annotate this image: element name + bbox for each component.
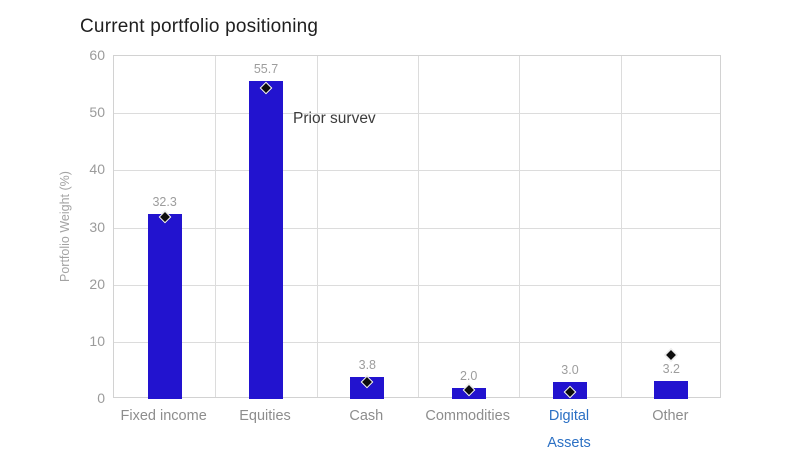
chart-title: Current portfolio positioning bbox=[80, 16, 319, 37]
prior-survey-marker bbox=[664, 348, 678, 362]
bar-value-label: 55.7 bbox=[253, 61, 279, 76]
x-category-label-commodities: Commodities bbox=[425, 408, 510, 424]
gridline-v bbox=[620, 56, 622, 397]
bar-fixed-income bbox=[147, 214, 182, 399]
bar-other bbox=[654, 380, 689, 399]
bar-value-label: 32.3 bbox=[152, 195, 177, 210]
bar-equities bbox=[249, 80, 283, 399]
x-category-label-cash: Cash bbox=[349, 408, 384, 424]
y-tick-label: 10 bbox=[89, 332, 105, 349]
y-tick-label: 30 bbox=[89, 218, 105, 235]
x-category-label-other: Other bbox=[652, 408, 689, 424]
y-tick-label: 60 bbox=[89, 47, 105, 63]
gridline-h bbox=[114, 227, 720, 229]
prior-survey-annotation: Prior survev bbox=[293, 110, 376, 127]
x-category-label-equities: Equities bbox=[239, 408, 291, 424]
y-tick-label: 20 bbox=[89, 275, 105, 292]
gridline-h bbox=[114, 113, 720, 115]
gridline-h bbox=[114, 284, 720, 286]
y-tick-label: 40 bbox=[89, 161, 105, 178]
gridline-v bbox=[215, 56, 217, 397]
y-tick-label: 50 bbox=[89, 104, 105, 121]
y-tick-label: 0 bbox=[97, 390, 105, 406]
bar-cash bbox=[350, 377, 385, 399]
bar-value-label: 2.0 bbox=[459, 368, 478, 383]
gridline-h bbox=[114, 170, 720, 172]
gridline-v bbox=[316, 56, 318, 397]
gridline-v bbox=[418, 56, 419, 397]
bar-value-label: 3.2 bbox=[662, 361, 681, 376]
gridline-h bbox=[114, 341, 720, 343]
bar-value-label: 3.0 bbox=[561, 362, 579, 377]
gridline-v bbox=[519, 56, 521, 397]
plot-area: 32.3 55.7 3.8 2.0 3.0 3.2 bbox=[113, 55, 721, 399]
x-category-label-digital-assets: Digital Assets bbox=[547, 408, 591, 451]
bar-value-label: 3.8 bbox=[358, 358, 377, 373]
x-category-label-fixed-income: Fixed income bbox=[120, 408, 207, 424]
